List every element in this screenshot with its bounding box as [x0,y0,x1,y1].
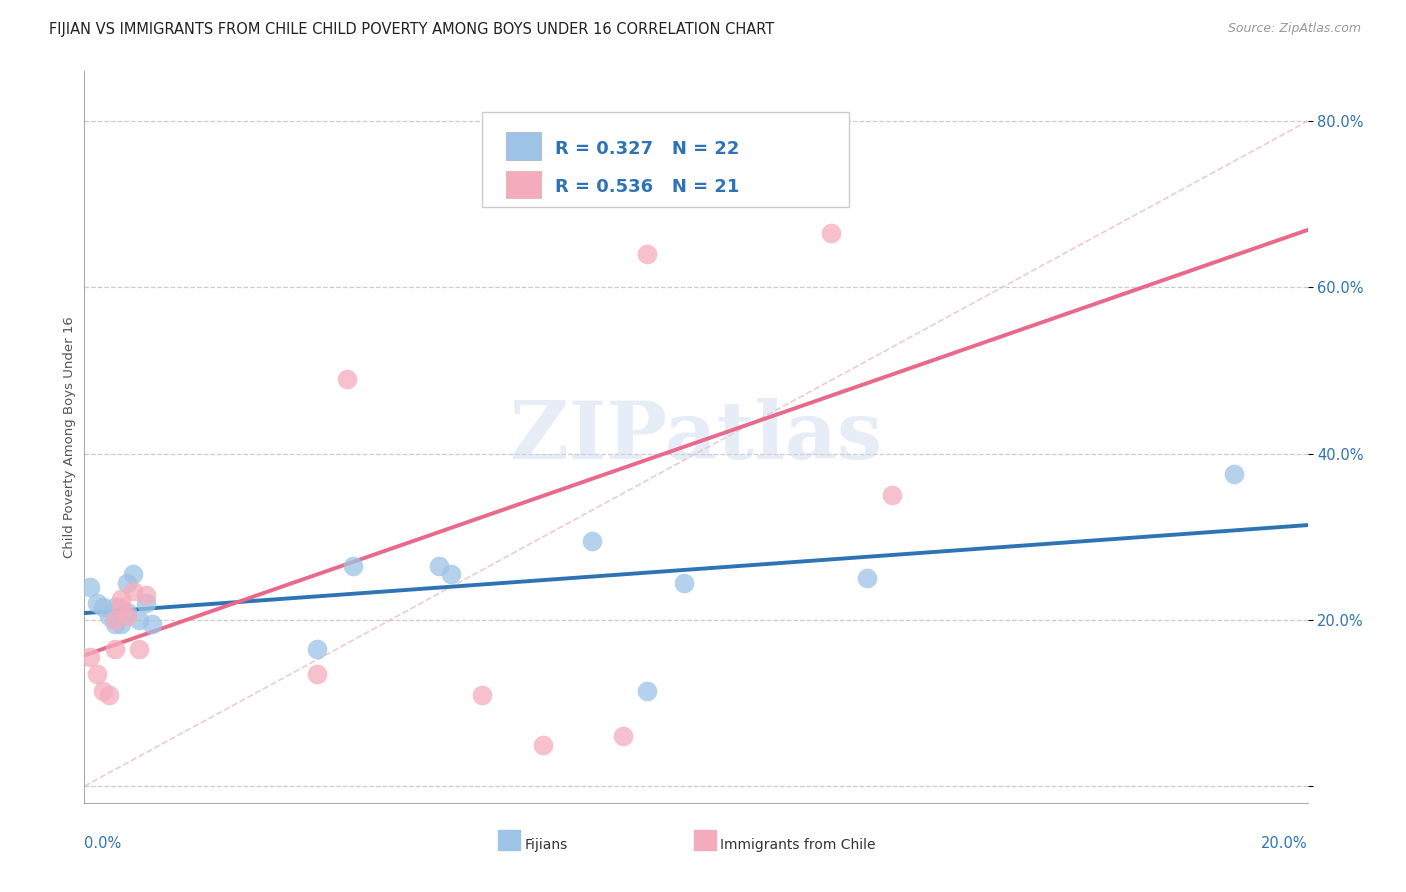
Y-axis label: Child Poverty Among Boys Under 16: Child Poverty Among Boys Under 16 [63,316,76,558]
Point [305,667,328,681]
Point [135,588,157,602]
Point [104,617,127,632]
Point [1223,467,1246,482]
Point [636,247,658,261]
Point [79,650,101,665]
Point [581,533,603,548]
Point [104,613,127,627]
Point [115,608,138,623]
Point [86,596,108,610]
Point [531,738,554,752]
FancyBboxPatch shape [506,170,541,198]
Point [110,592,132,607]
Point [636,683,658,698]
Text: Fijians: Fijians [524,838,568,852]
Text: 20.0%: 20.0% [1261,836,1308,851]
Point [141,617,163,632]
Point [336,372,359,386]
Point [104,642,127,657]
Text: FIJIAN VS IMMIGRANTS FROM CHILE CHILD POVERTY AMONG BOYS UNDER 16 CORRELATION CH: FIJIAN VS IMMIGRANTS FROM CHILE CHILD PO… [49,22,775,37]
Point [856,571,879,585]
Text: R = 0.536   N = 21: R = 0.536 N = 21 [555,178,740,196]
FancyBboxPatch shape [482,112,849,207]
Point [612,729,634,743]
FancyBboxPatch shape [498,830,520,850]
Point [97,688,120,702]
FancyBboxPatch shape [693,830,716,850]
Point [305,642,328,657]
Point [128,642,150,657]
Point [128,613,150,627]
Point [440,567,463,582]
Point [110,617,132,632]
Point [86,667,108,681]
Point [672,575,695,590]
Text: 0.0%: 0.0% [84,836,121,851]
Point [79,580,101,594]
Text: ZIPatlas: ZIPatlas [510,398,882,476]
Text: R = 0.327   N = 22: R = 0.327 N = 22 [555,140,740,158]
Point [122,583,145,598]
Point [110,600,132,615]
Point [880,488,903,502]
Point [122,567,145,582]
Point [820,227,842,241]
Point [91,600,114,615]
Point [104,600,127,615]
Point [115,605,138,619]
Point [471,688,494,702]
Point [115,575,138,590]
Text: Immigrants from Chile: Immigrants from Chile [720,838,876,852]
Point [97,608,120,623]
Point [636,172,658,186]
Point [342,558,364,573]
FancyBboxPatch shape [506,132,541,160]
Point [91,683,114,698]
Point [427,558,450,573]
Text: Source: ZipAtlas.com: Source: ZipAtlas.com [1227,22,1361,36]
Point [135,596,157,610]
